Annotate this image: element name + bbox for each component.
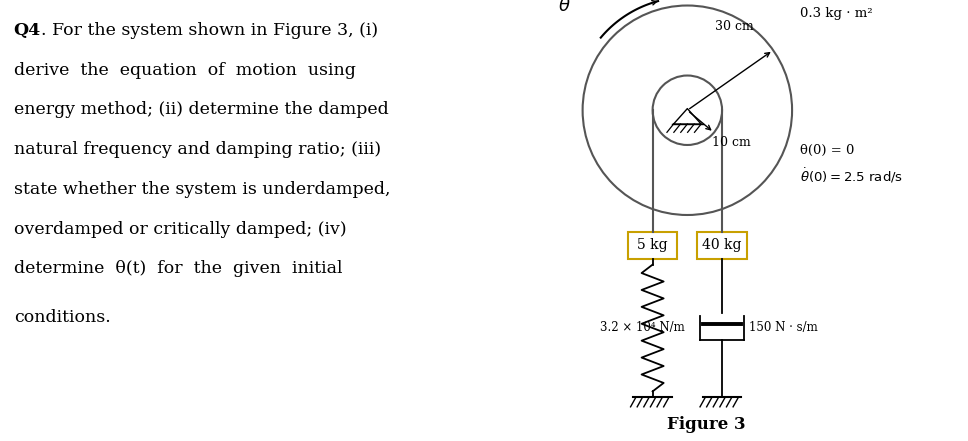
Text: conditions.: conditions. <box>14 309 110 326</box>
Text: $\dot{\theta}(0) = 2.5\ \mathrm{rad/s}$: $\dot{\theta}(0) = 2.5\ \mathrm{rad/s}$ <box>801 167 903 185</box>
Text: natural frequency and damping ratio; (iii): natural frequency and damping ratio; (ii… <box>14 141 380 158</box>
Text: $\theta$: $\theta$ <box>558 0 570 15</box>
Text: 150 N · s/m: 150 N · s/m <box>748 321 817 334</box>
Text: derive  the  equation  of  motion  using: derive the equation of motion using <box>14 62 355 79</box>
Text: Q4: Q4 <box>14 22 41 39</box>
Text: state whether the system is underdamped,: state whether the system is underdamped, <box>14 181 390 198</box>
Text: . For the system shown in Figure 3, (i): . For the system shown in Figure 3, (i) <box>41 22 378 39</box>
FancyBboxPatch shape <box>697 232 747 259</box>
Text: overdamped or critically damped; (iv): overdamped or critically damped; (iv) <box>14 220 347 238</box>
Text: Figure 3: Figure 3 <box>667 416 746 433</box>
Text: 40 kg: 40 kg <box>703 238 741 252</box>
Text: 0.3 kg · m²: 0.3 kg · m² <box>801 7 873 19</box>
Text: energy method; (ii) determine the damped: energy method; (ii) determine the damped <box>14 101 388 119</box>
Text: 3.2 × 10⁴ N/m: 3.2 × 10⁴ N/m <box>600 321 685 334</box>
Text: 5 kg: 5 kg <box>637 238 668 252</box>
Text: 30 cm: 30 cm <box>715 20 754 34</box>
Text: 10 cm: 10 cm <box>712 136 751 149</box>
Text: determine  θ(t)  for  the  given  initial: determine θ(t) for the given initial <box>14 260 342 277</box>
Text: θ(0) = 0: θ(0) = 0 <box>801 144 855 157</box>
FancyBboxPatch shape <box>628 232 678 259</box>
